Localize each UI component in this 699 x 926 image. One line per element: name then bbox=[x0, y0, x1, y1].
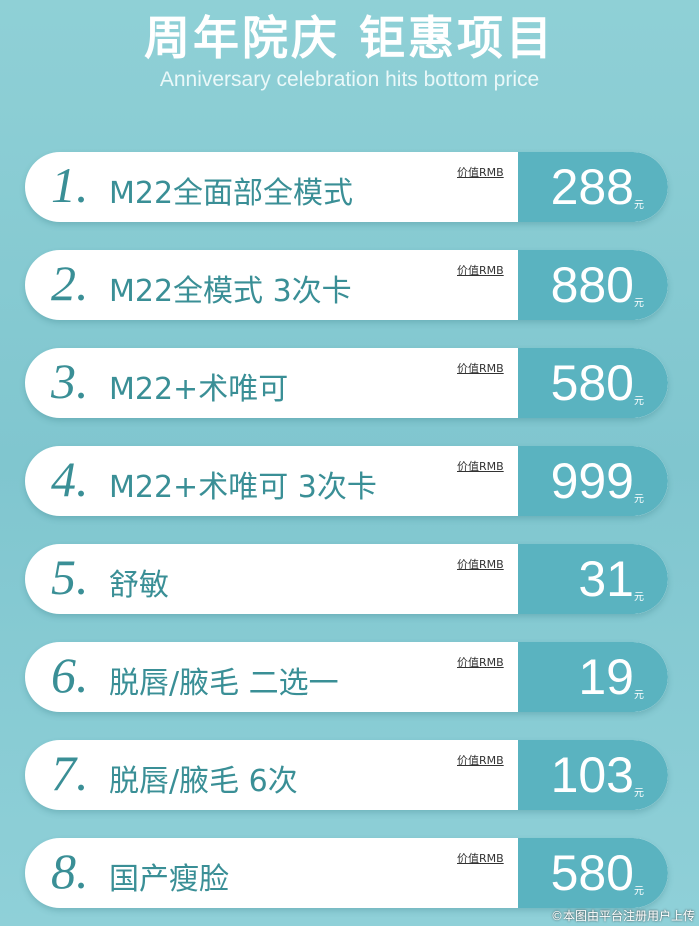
list-item: 2. M22全模式 3次卡 价值RMB 880 元 bbox=[25, 250, 668, 320]
item-number: 4. bbox=[51, 451, 89, 507]
item-name: M22全面部全模式 bbox=[109, 176, 354, 211]
item-price: 880 bbox=[550, 257, 634, 313]
item-name: M22+术唯可 3次卡 bbox=[109, 470, 377, 505]
item-number: 1. bbox=[51, 157, 89, 213]
item-price: 103 bbox=[550, 747, 634, 803]
item-price: 288 bbox=[550, 159, 634, 215]
list-item: 8. 国产瘦脸 价值RMB 580 元 bbox=[25, 838, 668, 908]
value-label: 价值RMB bbox=[457, 264, 504, 277]
price-box: 880 元 bbox=[518, 250, 668, 320]
value-label: 价值RMB bbox=[457, 362, 504, 375]
item-price: 999 bbox=[550, 453, 634, 509]
value-label: 价值RMB bbox=[457, 460, 504, 473]
item-number: 7. bbox=[51, 745, 89, 801]
item-number: 5. bbox=[51, 549, 89, 605]
price-box: 103 元 bbox=[518, 740, 668, 810]
item-name: 脱唇/腋毛 二选一 bbox=[109, 666, 339, 701]
item-price: 580 bbox=[550, 355, 634, 411]
currency-label: 元 bbox=[634, 886, 644, 897]
item-name: 舒敏 bbox=[109, 568, 169, 603]
price-box: 580 元 bbox=[518, 348, 668, 418]
list-item: 6. 脱唇/腋毛 二选一 价值RMB 19 元 bbox=[25, 642, 668, 712]
item-name: 国产瘦脸 bbox=[109, 862, 229, 897]
list-item: 4. M22+术唯可 3次卡 价值RMB 999 元 bbox=[25, 446, 668, 516]
list-item: 3. M22+术唯可 价值RMB 580 元 bbox=[25, 348, 668, 418]
currency-label: 元 bbox=[634, 200, 644, 211]
currency-label: 元 bbox=[634, 592, 644, 603]
value-label: 价值RMB bbox=[457, 754, 504, 767]
item-number: 3. bbox=[51, 353, 89, 409]
price-box: 999 元 bbox=[518, 446, 668, 516]
currency-label: 元 bbox=[634, 396, 644, 407]
watermark: ©本图由平台注册用户上传 bbox=[550, 909, 695, 923]
currency-label: 元 bbox=[634, 298, 644, 309]
list-item: 7. 脱唇/腋毛 6次 价值RMB 103 元 bbox=[25, 740, 668, 810]
value-label: 价值RMB bbox=[457, 656, 504, 669]
currency-label: 元 bbox=[634, 788, 644, 799]
item-name: 脱唇/腋毛 6次 bbox=[109, 764, 298, 799]
item-number: 8. bbox=[51, 843, 89, 899]
price-box: 19 元 bbox=[518, 642, 668, 712]
item-price: 19 bbox=[578, 649, 634, 705]
item-price: 580 bbox=[550, 845, 634, 901]
price-box: 580 元 bbox=[518, 838, 668, 908]
list-item: 1. M22全面部全模式 价值RMB 288 元 bbox=[25, 152, 668, 222]
list-item: 5. 舒敏 价值RMB 31 元 bbox=[25, 544, 668, 614]
item-name: M22+术唯可 bbox=[109, 372, 289, 407]
currency-label: 元 bbox=[634, 690, 644, 701]
value-label: 价值RMB bbox=[457, 558, 504, 571]
value-label: 价值RMB bbox=[457, 166, 504, 179]
price-box: 31 元 bbox=[518, 544, 668, 614]
page-subtitle: Anniversary celebration hits bottom pric… bbox=[159, 68, 540, 91]
item-number: 6. bbox=[51, 647, 89, 703]
currency-label: 元 bbox=[634, 494, 644, 505]
page-title: 周年院庆 钜惠项目 bbox=[143, 11, 555, 65]
price-box: 288 元 bbox=[518, 152, 668, 222]
item-price: 31 bbox=[578, 551, 634, 607]
item-number: 2. bbox=[51, 255, 89, 311]
item-name: M22全模式 3次卡 bbox=[109, 274, 352, 309]
value-label: 价值RMB bbox=[457, 852, 504, 865]
